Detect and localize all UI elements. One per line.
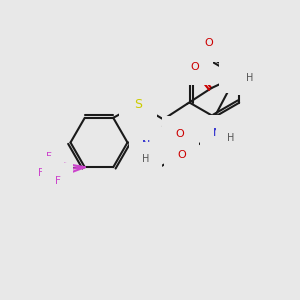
Text: O: O xyxy=(177,150,186,160)
Text: N: N xyxy=(233,70,241,80)
Text: F: F xyxy=(46,152,52,162)
Text: F: F xyxy=(38,168,44,178)
Text: H: H xyxy=(246,73,253,83)
Text: F: F xyxy=(55,176,61,186)
Text: O: O xyxy=(190,62,199,72)
Text: H: H xyxy=(216,35,224,46)
Text: O: O xyxy=(176,129,184,140)
Text: S: S xyxy=(134,98,142,111)
Text: H: H xyxy=(227,133,235,143)
Text: N: N xyxy=(142,140,150,150)
Text: H: H xyxy=(142,154,150,164)
Text: O: O xyxy=(204,38,213,49)
Text: N: N xyxy=(213,128,222,139)
